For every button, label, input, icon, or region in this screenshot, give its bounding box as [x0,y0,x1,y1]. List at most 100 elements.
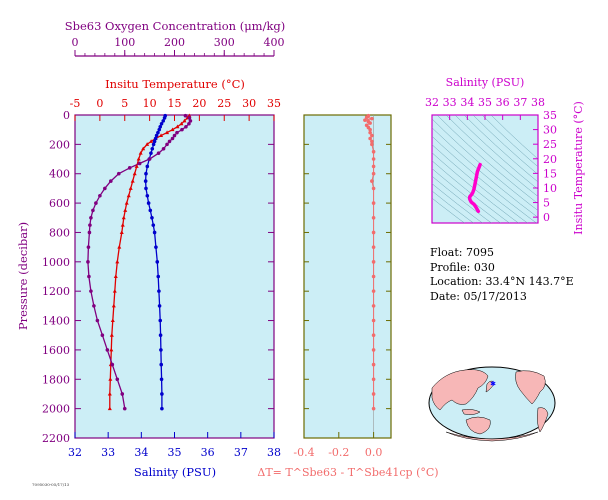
sbe63-oxygen-concentration-point [180,127,184,132]
sbe63-oxygen-concentration-point [89,289,93,293]
temperature-tick-label: 15 [168,97,182,110]
delta-t-panel: -0.4 -0.2 0.0 ΔT= T^Sbe63 - T^Sbe41cp (°C) [257,113,439,479]
salinity-point [152,139,157,144]
insitu-temperature-point [115,259,120,264]
insitu-temperature-point [132,171,137,176]
insitu-temperature-point [110,318,115,323]
ts-temperature-tick-label: 10 [543,182,557,195]
sbe63-oxygen-concentration-point [109,179,113,183]
delta-t-tick-label: 0.0 [365,446,383,459]
delta-t-point [371,377,376,382]
delta-t-point [371,406,376,411]
profile-plot-area [74,114,275,439]
delta-t-tick-label: -0.2 [328,446,349,459]
ts-density-contour [432,160,510,223]
sbe63-oxygen-concentration-point [98,193,102,198]
insitu-temperature-point [111,303,116,308]
pressure-tick-label: 1600 [42,344,70,357]
float-id: Float: 7095 [430,246,494,259]
insitu-temperature-point [182,118,187,123]
profile-number: Profile: 030 [430,260,495,274]
salinity-point [145,164,150,169]
delta-t-point [371,318,376,323]
salinity-point [144,171,148,176]
temperature-tick-label: -5 [70,97,81,110]
salinity-point [157,127,162,132]
salinity-point [159,348,163,352]
pressure-tick-label: 2200 [42,432,70,445]
insitu-temperature-point [134,164,139,168]
salinity-point [156,274,161,279]
insitu-temperature-point [109,347,114,352]
ts-density-contour [432,144,528,223]
pressure-tick-label: 1200 [42,285,70,298]
insitu-temperature-point [128,186,133,190]
sbe63-oxygen-concentration-point [103,186,107,191]
delta-t-tick-label: -0.4 [293,446,314,459]
sbe63-oxygen-concentration-point [187,122,191,126]
ts-density-contour [454,115,538,190]
delta-t-point [370,179,374,183]
salinity-point [159,377,164,382]
insitu-temperature-point [175,124,180,129]
pressure-tick-label: 200 [49,138,70,151]
ts-density-contour [445,115,538,197]
insitu-temperature-point [179,121,184,126]
sbe63-oxygen-concentration-point [165,142,169,147]
ts-density-contour [432,168,501,223]
salinity-point [144,186,148,191]
insitu-temperature-point [187,113,192,118]
sbe63-oxygen-concentration-point [116,171,121,176]
salinity-tick-label: 34 [134,446,148,459]
salinity-point [157,304,162,308]
delta-t-point [368,127,372,132]
temperature-tick-label: 30 [242,97,256,110]
salinity-tick-label: 36 [201,446,215,459]
pressure-tick-label: 1000 [42,256,70,269]
insitu-temperature-point [136,156,141,161]
oxygen-tick-label: 300 [214,36,235,49]
salinity-point [146,201,151,205]
profile-panel: Sbe63 Oxygen Concentration (μm/kg) Insit… [16,19,285,479]
salinity-point [162,116,167,120]
ts-density-contour [490,115,538,160]
ts-salinity-tick-label: 38 [531,96,545,109]
salinity-point [154,245,158,249]
pressure-tick-label: 400 [49,168,70,181]
pressure-axis-title: Pressure (decibar) [16,222,30,330]
pressure-tick-label: 2000 [42,403,70,416]
delta-t-point [371,201,376,205]
insitu-temperature-point [170,127,175,132]
figure-stamp: 7095030-05/17/13 [32,482,70,487]
oxygen-tick-label: 200 [164,36,185,49]
float-location-marker: ✱ [490,380,496,388]
salinity-point [145,193,150,198]
date: Date: 05/17/2013 [430,289,527,303]
salinity-point [156,130,160,135]
salinity-point [154,133,159,138]
map-land-australia [465,416,491,435]
world-map: ✱ [428,366,556,442]
pressure-tick-label: 1800 [42,373,70,386]
pressure-tick-label: 600 [49,197,70,210]
sbe63-oxygen-concentration-point [110,362,115,367]
insitu-temperature-point [121,215,126,220]
salinity-tick-label: 33 [101,446,115,459]
salinity-point [148,208,153,213]
ts-density-contour [432,118,538,211]
temperature-tick-label: 35 [267,97,281,110]
sbe63-oxygen-concentration-point [120,392,125,396]
ts-salinity-tick-label: 33 [443,96,457,109]
delta-t-point [371,186,376,191]
oxygen-tick-label: 100 [114,36,135,49]
delta-t-point [370,116,374,121]
salinity-point [150,146,155,151]
sbe63-oxygen-concentration-point [86,245,91,249]
insitu-temperature-point [119,230,124,234]
insitu-temperature-point [124,200,129,205]
pressure-tick-label: 0 [63,109,70,122]
ts-temperature-tick-label: 0 [543,211,550,224]
oxygen-tick-label: 0 [72,36,79,49]
